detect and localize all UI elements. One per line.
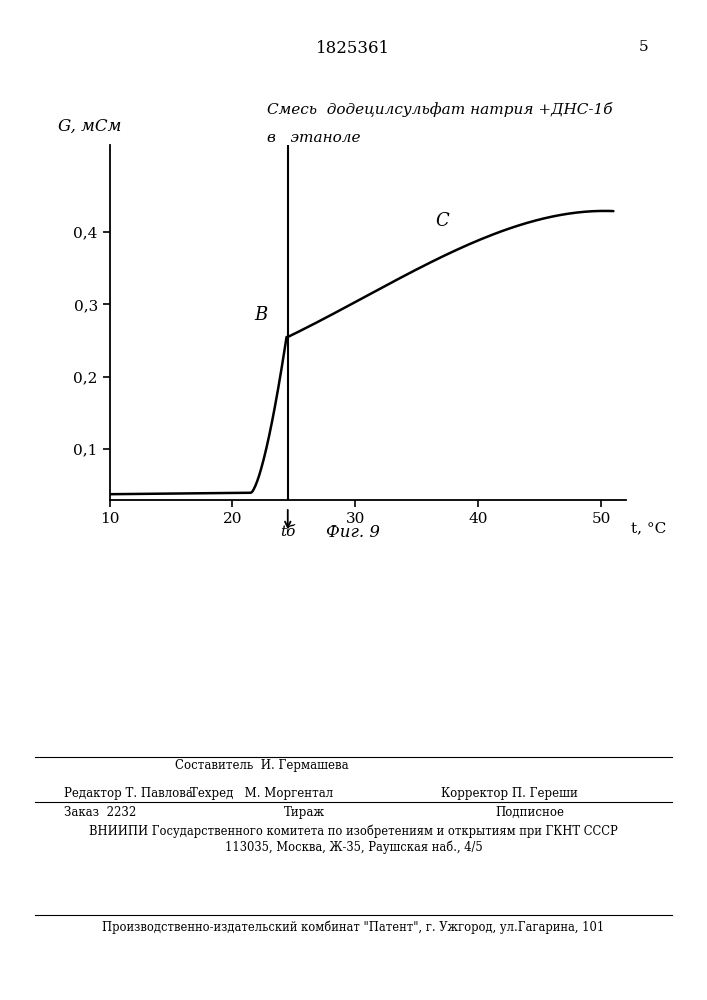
Text: B: B bbox=[255, 306, 268, 324]
Text: 1825361: 1825361 bbox=[317, 40, 390, 57]
Text: Техред   М. Моргентал: Техред М. Моргентал bbox=[190, 788, 333, 800]
Text: 5: 5 bbox=[638, 40, 648, 54]
Text: tб: tб bbox=[280, 525, 296, 539]
Text: C: C bbox=[436, 212, 449, 230]
Text: ВНИИПИ Государственного комитета по изобретениям и открытиям при ГКНТ СССР: ВНИИПИ Государственного комитета по изоб… bbox=[89, 824, 618, 837]
Text: Производственно-издательский комбинат "Патент", г. Ужгород, ул.Гагарина, 101: Производственно-издательский комбинат "П… bbox=[103, 920, 604, 934]
Text: Корректор П. Гереши: Корректор П. Гереши bbox=[440, 788, 578, 800]
Text: Заказ  2232: Заказ 2232 bbox=[64, 806, 136, 819]
Text: в   этаноле: в этаноле bbox=[267, 131, 361, 145]
Text: Подписное: Подписное bbox=[496, 806, 565, 819]
Text: t, °C: t, °C bbox=[631, 521, 666, 535]
Text: Тираж: Тираж bbox=[284, 806, 325, 819]
Text: Редактор Т. Павлова: Редактор Т. Павлова bbox=[64, 788, 192, 800]
Text: Фиг. 9: Фиг. 9 bbox=[327, 524, 380, 541]
Text: Составитель  И. Гермашева: Составитель И. Гермашева bbox=[175, 759, 349, 772]
Text: Смесь  додецилсульфат натрия +ДНС-1б: Смесь додецилсульфат натрия +ДНС-1б bbox=[267, 102, 612, 117]
Text: G, мСм: G, мСм bbox=[58, 117, 122, 134]
Text: 113035, Москва, Ж-35, Раушская наб., 4/5: 113035, Москва, Ж-35, Раушская наб., 4/5 bbox=[225, 840, 482, 854]
